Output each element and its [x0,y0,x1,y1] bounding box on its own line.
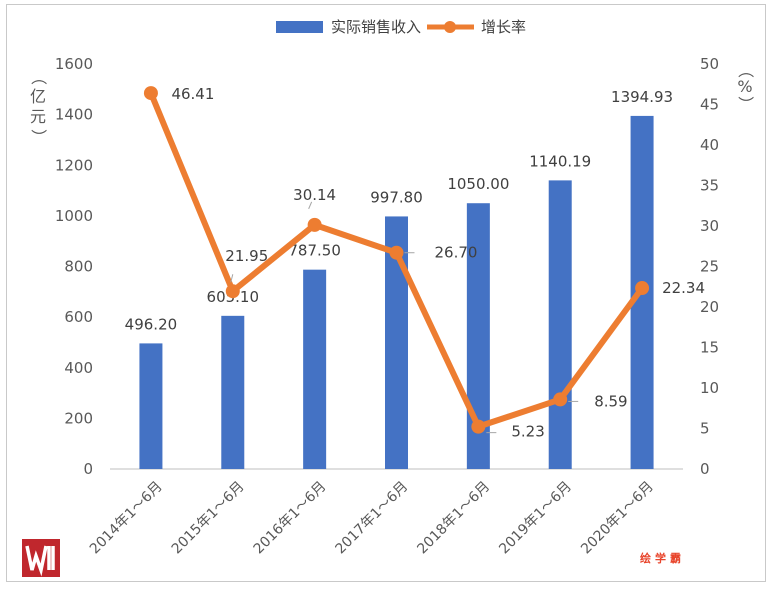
y-left-tick-label: 1000 [55,207,93,225]
y-left-tick-label: 200 [64,409,93,427]
line-point [225,284,240,299]
line-point [553,392,568,407]
line-value-label: 8.59 [594,392,627,410]
y-right-tick-label: 50 [700,55,719,73]
legend-bar-swatch [276,21,323,33]
line-point [307,217,322,232]
y-right-tick-label: 0 [700,460,710,478]
legend-line-marker [444,21,456,33]
bar-value-label: 997.80 [370,188,423,206]
bar-value-label: 1140.19 [529,152,591,170]
y-left-axis-title: （ 亿元 ） [29,69,48,145]
x-category-label: 2016年1～6月 [251,479,330,558]
axis-title-char: （ [29,69,48,85]
bar-value-label: 1050.00 [447,175,509,193]
y-left-tick-label: 1200 [55,156,93,174]
x-axis-categories: 2014年1～6月 2015年1～6月 2016年1～6月 2017年1～6月 2018… [87,479,657,558]
y-right-tick-label: 25 [700,258,719,276]
axis-title-char: ） [29,129,48,145]
legend: 实际销售收入 增长率 [276,18,526,36]
bar [466,203,490,469]
axis-title-char: ） [736,96,755,112]
line-value-label: 46.41 [171,85,214,103]
x-category-label: 2014年1～6月 [87,479,166,558]
y-left-tick-label: 800 [64,258,93,276]
y-right-tick-label: 15 [700,339,719,357]
y-left-tick-label: 1600 [55,55,93,73]
line-point [635,281,650,296]
bar [221,315,245,469]
y-right-axis: 0 5 10 15 20 25 30 35 40 45 50 [700,55,719,478]
y-left-tick-label: 400 [64,359,93,377]
watermark-logo [22,539,60,577]
line-point [389,245,404,260]
y-right-tick-label: 35 [700,177,719,195]
line-value-label: 26.70 [435,244,478,262]
line-value-label: 21.95 [225,247,268,265]
bar-value-label: 1394.93 [611,88,673,106]
y-right-tick-label: 20 [700,298,719,316]
bar [385,216,408,469]
y-right-tick-label: 10 [700,379,719,397]
x-category-label: 2015年1～6月 [169,479,248,558]
y-left-tick-label: 1400 [55,106,93,124]
axis-title-char: （ [736,62,755,78]
line-value-label: 5.23 [511,423,544,441]
watermark-text: 绘学霸 [640,551,685,565]
y-right-tick-label: 40 [700,136,719,154]
bar-value-label: 787.50 [288,242,341,260]
y-right-axis-title: （%） [736,62,755,112]
legend-bar-label: 实际销售收入 [331,18,421,36]
logo-w-mark-icon [25,545,55,577]
bar-value-label: 496.20 [125,315,178,333]
legend-line-label: 增长率 [481,18,526,36]
line-data-labels: 46.41 21.95 30.14 26.70 5.23 8.59 22.34 [171,85,705,441]
y-right-tick-label: 30 [700,217,719,235]
line-point [471,419,486,434]
y-left-tick-label: 600 [64,308,93,326]
axis-title-char: % [737,77,752,96]
line-value-label: 22.34 [662,279,705,297]
line-value-label: 30.14 [293,186,336,204]
x-category-label: 2019年1～6月 [496,479,575,558]
x-category-label: 2020年1～6月 [578,479,657,558]
y-right-tick-label: 5 [700,420,710,438]
leader-line [230,274,234,283]
line-series [143,86,650,434]
bar [548,180,572,469]
bar-data-labels: 496.20605.10787.50997.801050.001140.1913… [125,88,673,333]
y-left-tick-label: 0 [83,460,93,478]
y-left-axis: 0 200 400 600 800 1000 1200 1400 1600 [55,55,93,478]
line-point [143,86,158,101]
y-right-tick-label: 45 [700,96,719,114]
leader-line [308,201,313,210]
x-category-label: 2018年1～6月 [414,479,493,558]
bar [303,269,327,469]
axis-title-char: 亿 [30,87,46,106]
x-category-label: 2017年1～6月 [333,479,412,558]
axis-title-char: 元 [30,107,46,126]
bar [139,343,163,469]
